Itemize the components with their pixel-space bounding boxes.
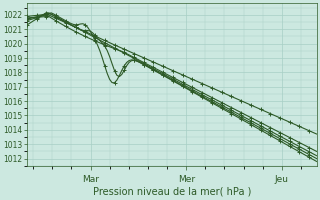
X-axis label: Pression niveau de la mer( hPa ): Pression niveau de la mer( hPa ) xyxy=(92,187,251,197)
